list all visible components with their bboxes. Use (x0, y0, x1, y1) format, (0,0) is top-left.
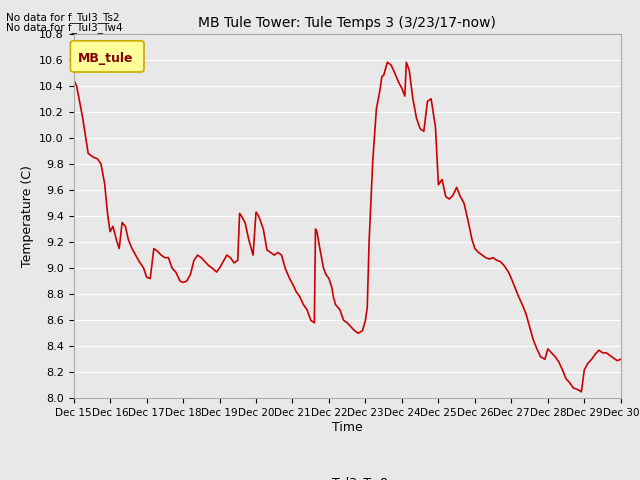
X-axis label: Time: Time (332, 421, 363, 434)
Text: No data for f_Tul3_Tw4: No data for f_Tul3_Tw4 (6, 22, 123, 33)
Title: MB Tule Tower: Tule Temps 3 (3/23/17-now): MB Tule Tower: Tule Temps 3 (3/23/17-now… (198, 16, 496, 30)
Text: MB_tule: MB_tule (78, 52, 134, 65)
Legend: Tul3_Ts-8: Tul3_Ts-8 (301, 471, 393, 480)
Text: No data for f_Tul3_Ts2: No data for f_Tul3_Ts2 (6, 12, 120, 23)
Y-axis label: Temperature (C): Temperature (C) (20, 165, 33, 267)
